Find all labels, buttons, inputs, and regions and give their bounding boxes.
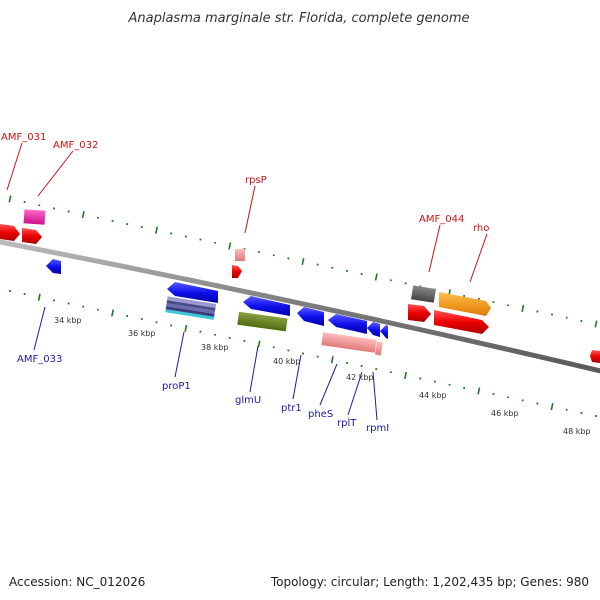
genome-info-text: Topology: circular; Length: 1,202,435 bp… [270,575,589,589]
gene-arrow-amf032[interactable] [22,228,42,244]
gene-label-phes[interactable]: pheS [308,409,333,420]
top-gene-labels: AMF_031 AMF_032 rpsP AMF_044 rho [1,132,489,234]
leader-line [347,371,363,416]
scale-label-40: 40 kbp [273,357,301,366]
gene-arrow-rho[interactable] [439,292,491,316]
bottom-strand-genes [46,259,388,356]
major-tick [184,324,188,333]
gene-arrow-amf044[interactable] [408,304,431,322]
label-leaders [6,142,488,421]
major-tick [521,304,525,312]
major-tick [374,273,378,281]
gene-block-glmu[interactable] [237,311,288,332]
leader-line [428,224,441,273]
major-tick [8,195,12,203]
scale-label-46: 46 kbp [491,409,519,418]
major-tick [37,293,41,301]
leader-line [6,142,23,191]
major-tick [404,371,408,379]
gene-arrow-glmu[interactable] [243,296,290,316]
gene-arrow-ptr1[interactable] [297,307,324,326]
gene-label-ptr1[interactable]: ptr1 [281,403,302,414]
scale-label-44: 44 kbp [419,391,447,400]
leader-line [319,363,338,406]
major-tick [81,211,85,219]
gene-block-amf031[interactable] [23,209,46,225]
gene-block-rplt[interactable] [321,332,377,353]
major-tick [477,387,481,395]
map-title: Anaplasma marginale str. Florida, comple… [128,11,470,26]
major-tick [228,242,232,250]
gene-stack-prop1[interactable] [165,296,217,320]
gene-label-rpmi[interactable]: rpmI [366,423,389,434]
scale-label-48: 48 kbp [563,427,591,436]
major-tick [330,356,334,364]
gene-block-rpsp[interactable] [235,249,245,261]
inner-tick-row [8,289,598,418]
accession-text: Accession: NC_012026 [9,575,145,589]
leader-line [292,354,302,400]
gene-arrow[interactable] [434,310,489,334]
outer-tick-row [8,195,598,328]
gene-label-rho[interactable]: rho [473,223,489,234]
gene-label-rpsp[interactable]: rpsP [245,175,267,186]
major-tick [111,309,115,317]
scale-label-36: 36 kbp [128,329,156,338]
gene-arrow-rpsp[interactable] [232,265,242,278]
major-tick [257,340,261,348]
leader-line [469,233,488,283]
leader-line [249,345,259,393]
gene-block-amf044[interactable] [411,285,436,303]
gene-arrow-amf033[interactable] [46,259,61,274]
gene-label-amf044[interactable]: AMF_044 [419,214,464,225]
leader-line [174,331,185,378]
leader-line [33,306,46,351]
top-strand-genes [0,209,600,363]
gene-label-amf033[interactable]: AMF_033 [17,354,62,365]
gene-label-rplt[interactable]: rplT [337,418,357,429]
leader-line [244,185,256,234]
gene-label-glmu[interactable]: glmU [235,395,261,406]
major-tick [155,226,158,234]
gene-block-rplt-end[interactable] [375,341,383,356]
major-tick [550,403,554,411]
major-tick [301,257,305,266]
genome-backbone [0,239,600,374]
gene-arrow[interactable] [590,350,600,363]
gene-arrow-rpmi[interactable] [380,325,388,339]
gene-arrow[interactable] [0,224,20,241]
gene-arrow-phet[interactable] [367,322,380,337]
leader-line [37,150,74,197]
gene-label-amf031[interactable]: AMF_031 [1,132,46,143]
gene-label-amf032[interactable]: AMF_032 [53,140,98,151]
leader-line [372,371,378,421]
scale-label-38: 38 kbp [201,343,229,352]
major-tick [594,320,598,328]
scale-label-34: 34 kbp [54,316,82,325]
gene-label-prop1[interactable]: proP1 [162,381,191,392]
gene-arrow-phes[interactable] [328,314,367,334]
gene-arrow-prop1[interactable] [167,282,218,303]
bottom-gene-labels: AMF_033 proP1 glmU ptr1 pheS rplT rpmI [17,354,389,434]
